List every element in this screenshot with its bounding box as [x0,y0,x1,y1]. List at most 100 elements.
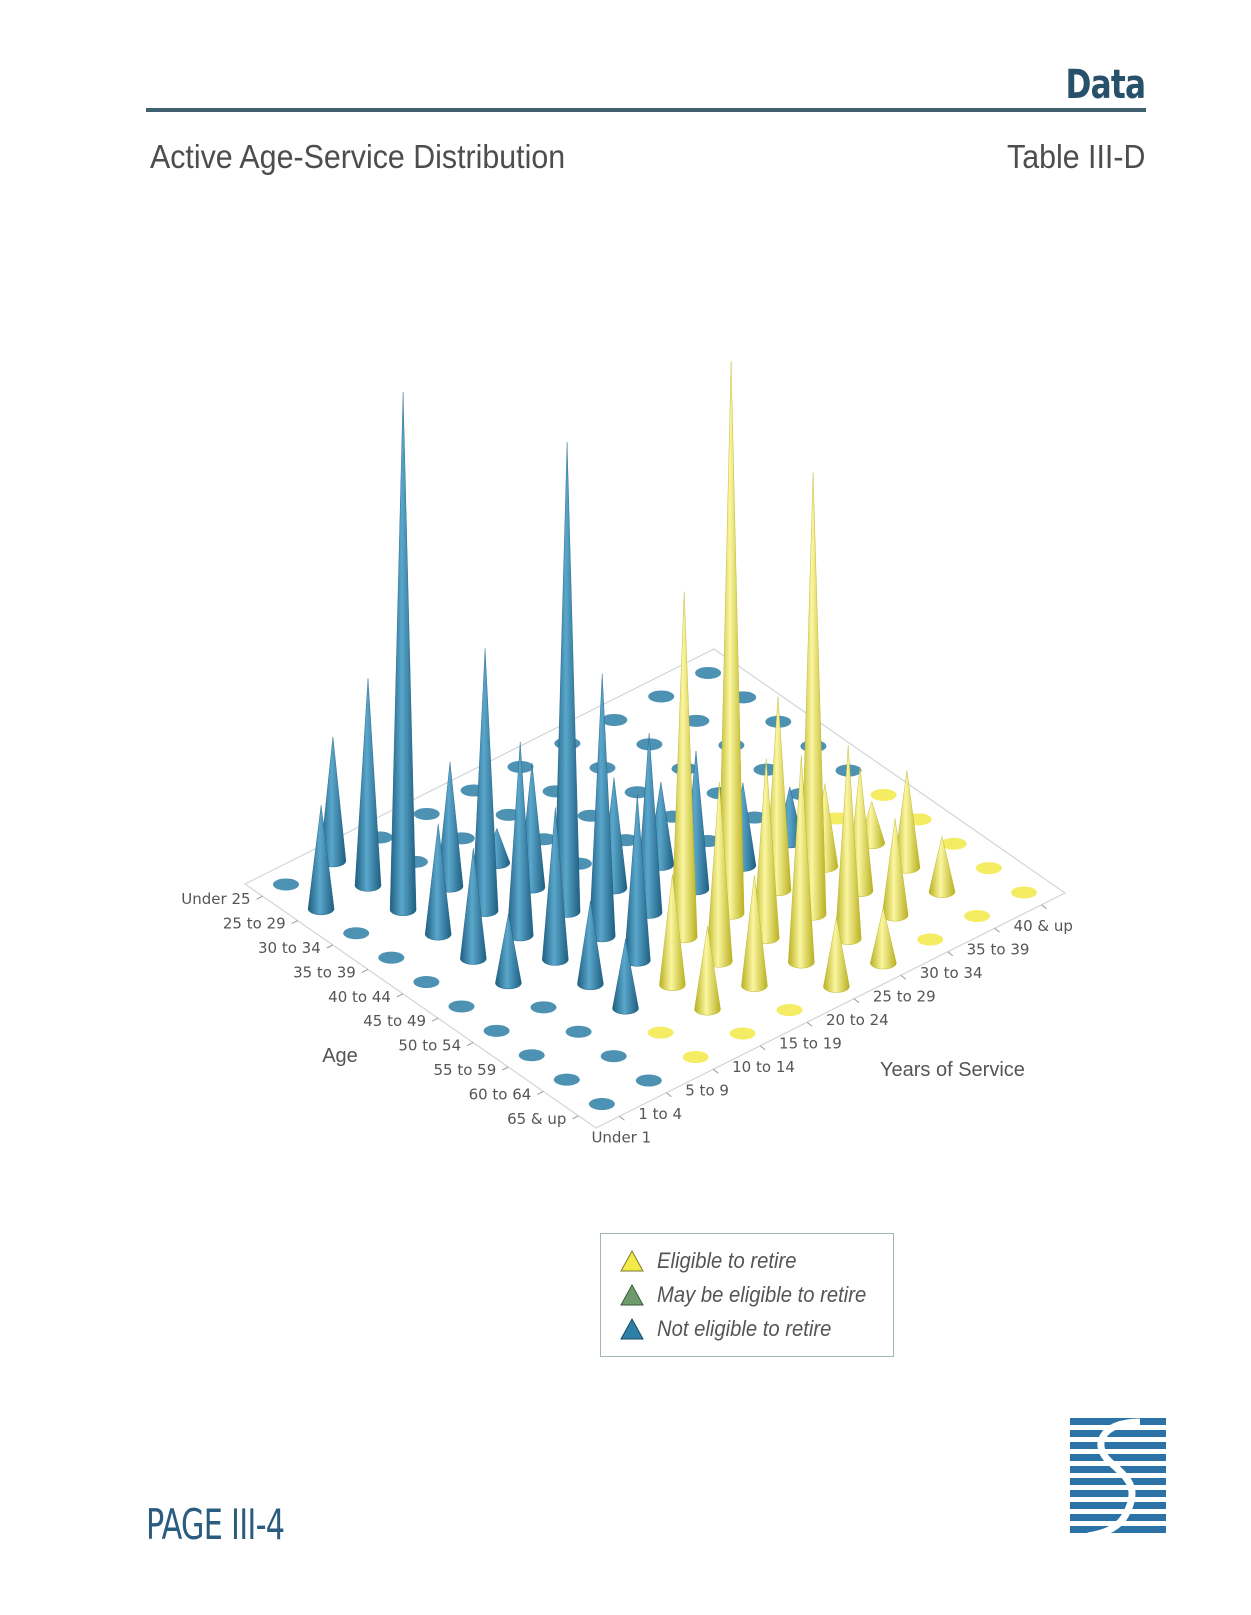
empty-cell-disc [940,837,967,850]
empty-cell-disc [624,786,651,799]
service-tick [806,1021,813,1027]
blue-triangle-icon [620,1317,644,1340]
header-rule [146,108,1146,112]
service-tick-label: 20 to 24 [826,1011,889,1029]
empty-cell-disc [343,927,370,940]
service-tick-label: 10 to 14 [732,1058,795,1076]
age-tick [291,920,298,925]
age-tick-label: 50 to 54 [398,1037,461,1055]
empty-cell-disc [695,666,722,679]
service-tick-label: 35 to 39 [967,940,1030,958]
chart-legend: Eligible to retire May be eligible to re… [600,1233,894,1357]
service-tick [853,998,860,1004]
cone [694,926,721,1016]
cone [495,913,522,990]
firm-logo-icon [1070,1418,1166,1540]
empty-cell-disc [648,690,675,703]
empty-cell-disc [683,714,710,727]
age-tick-label: Under 25 [181,890,250,908]
service-tick-label: 5 to 9 [685,1081,729,1099]
legend-item-not-eligible: Not eligible to retire [619,1314,847,1344]
empty-cell-disc [565,1025,592,1038]
cone [928,836,956,898]
empty-cell-disc [682,1051,709,1064]
cone [659,874,686,991]
empty-cell-disc [483,1024,510,1037]
legend-label-may-be-eligible: May be eligible to retire [657,1282,867,1307]
age-tick [502,1066,509,1071]
cone [741,875,768,992]
empty-cell-disc [776,1004,803,1017]
page-title: Active Age-Service Distribution [150,138,566,175]
empty-cell-disc [601,713,628,726]
empty-cell-disc [635,1074,662,1087]
legend-item-eligible: Eligible to retire [619,1246,809,1276]
service-tick [759,1045,766,1051]
age-tick [466,1042,474,1047]
empty-cell-disc [530,1001,557,1014]
service-tick-label: 30 to 34 [920,964,983,982]
empty-cell-disc [600,1050,627,1063]
age-tick [431,1017,439,1022]
empty-cell-disc [413,807,440,820]
legend-item-may-be-eligible: May be eligible to retire [619,1280,884,1310]
cone [542,807,569,966]
service-tick [947,951,954,957]
service-tick-label: 40 & up [1014,917,1073,935]
age-tick-label: 25 to 29 [223,915,286,933]
legend-label-eligible: Eligible to retire [657,1248,797,1273]
empty-cell-disc [273,878,299,891]
cone [307,805,335,916]
green-triangle-icon [620,1283,644,1306]
age-tick [361,968,369,973]
age-tick [326,944,333,949]
age-tick-label: 65 & up [507,1110,566,1128]
table-id: Table III-D [1006,138,1145,175]
empty-cell-disc [1011,886,1037,899]
empty-cell-disc [378,951,405,964]
service-tick-label: 25 to 29 [873,987,936,1005]
empty-cell-disc [448,1000,475,1013]
cone [354,678,382,892]
age-tick [256,895,263,900]
age-tick [396,993,404,998]
empty-cell-disc [975,862,1002,875]
section-label: Data [1065,62,1146,108]
service-tick [994,927,1000,933]
legend-label-not-eligible: Not eligible to retire [657,1316,832,1341]
empty-cell-disc [588,1098,615,1111]
age-service-cone-chart: Under 25 25 to 29 30 to 34 35 to 39 40 to 44… [181,361,1073,1146]
service-axis-title: Years of Service [880,1059,1025,1081]
cone [788,755,815,969]
cone [823,917,850,993]
service-tick [619,1115,625,1121]
age-tick-label: 35 to 39 [293,963,356,981]
empty-cell-disc [647,1026,674,1039]
empty-cell-disc [964,910,991,923]
cone [424,823,452,941]
service-tick [900,974,907,980]
cone [389,392,417,916]
age-tick-label: 40 to 44 [328,988,391,1006]
service-tick [712,1068,719,1074]
yellow-triangle-icon [620,1249,644,1272]
empty-cell-disc [413,976,440,989]
empty-cell-disc [553,1073,580,1086]
cone [460,848,487,965]
service-tick-label: 1 to 4 [638,1105,682,1123]
age-tick-label: 30 to 34 [258,939,321,957]
service-tick [1041,904,1047,910]
cone [577,901,604,991]
cone [612,939,639,1015]
age-tick-label: 60 to 64 [469,1085,532,1103]
age-tick [537,1090,544,1095]
cone [870,907,897,970]
service-tick [666,1092,672,1098]
empty-cell-disc [729,1027,756,1040]
service-tick-label: 15 to 19 [779,1034,842,1052]
service-tick-label: Under 1 [591,1128,651,1146]
page-number: PAGE III-4 [146,1500,285,1549]
empty-cell-disc [917,933,944,946]
age-tick [572,1115,579,1120]
empty-cell-disc [870,788,897,801]
